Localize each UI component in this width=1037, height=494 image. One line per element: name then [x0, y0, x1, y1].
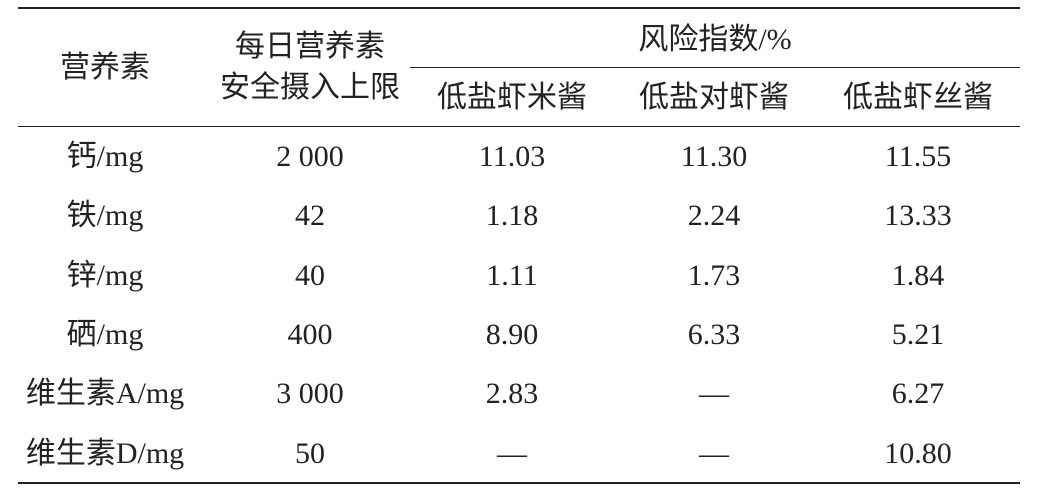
- cell-value: 2.83: [485, 377, 539, 411]
- cell-value: 400: [287, 317, 333, 351]
- row-label: 钙/mg: [66, 140, 144, 173]
- header-product: 低盐虾丝酱: [843, 81, 993, 114]
- row-label: 维生素A/mg: [25, 377, 185, 411]
- row-label: 铁/mg: [66, 199, 144, 233]
- row-label: 锌/mg: [66, 258, 144, 292]
- cell-value: 11.30: [680, 140, 748, 173]
- header-product: 低盐对虾酱: [639, 81, 789, 114]
- cell-value: 1.73: [687, 258, 741, 292]
- header-product: 低盐虾米酱: [437, 81, 587, 114]
- top-rule: [18, 7, 1020, 9]
- cell-value: 10.80: [884, 436, 952, 470]
- row-label: 硒/mg: [66, 317, 144, 351]
- cell-value: —: [497, 436, 527, 470]
- cell-value: 2 000: [276, 140, 344, 173]
- cell-value: 2.24: [687, 199, 741, 233]
- cell-value: 1.84: [891, 258, 945, 292]
- header-rule: [18, 126, 1020, 127]
- cell-value: 40: [295, 258, 325, 292]
- header-limit: 安全摄入上限: [220, 71, 400, 104]
- cell-value: 1.18: [485, 199, 539, 233]
- header-nutrient: 营养素: [60, 51, 150, 84]
- cell-value: 42: [295, 199, 325, 233]
- cell-value: 50: [295, 436, 325, 470]
- row-label: 维生素D/mg: [25, 436, 185, 470]
- cell-value: —: [699, 436, 729, 470]
- cell-value: 8.90: [485, 317, 539, 351]
- cell-value: 6.33: [687, 317, 741, 351]
- cell-value: 11.55: [884, 140, 952, 173]
- cell-value: 1.11: [486, 258, 538, 292]
- header-risk: 风险指数/%: [638, 23, 792, 56]
- group-rule: [410, 67, 1020, 68]
- cell-value: 3 000: [276, 377, 344, 411]
- header-limit: 每日营养素: [235, 30, 385, 63]
- cell-value: 11.03: [478, 140, 546, 173]
- cell-value: —: [699, 377, 729, 411]
- cell-value: 5.21: [891, 317, 945, 351]
- cell-value: 6.27: [891, 377, 945, 411]
- bottom-rule: [18, 482, 1020, 484]
- cell-value: 13.33: [884, 199, 952, 233]
